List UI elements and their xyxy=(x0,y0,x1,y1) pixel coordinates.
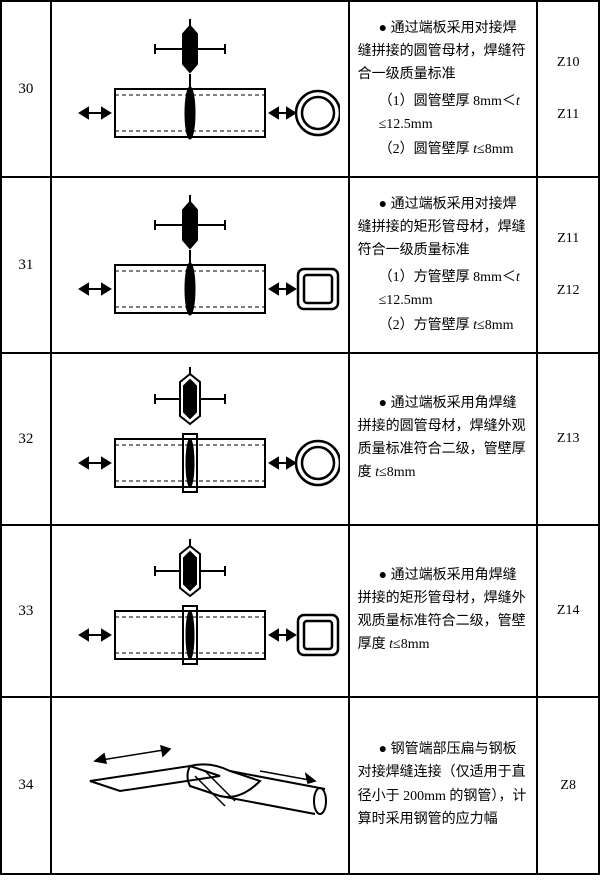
pipe-square-butt-diagram xyxy=(60,190,340,340)
code-1: Z8 xyxy=(560,778,576,794)
code-cell: Z14 xyxy=(538,526,598,696)
desc-sub2: （2）方管壁厚 t≤8mm xyxy=(379,314,529,337)
code-1: Z10 xyxy=(557,55,580,71)
pipe-flatten-diagram xyxy=(60,711,340,861)
code-1: Z13 xyxy=(557,431,580,447)
code-cell: Z8 xyxy=(538,698,598,873)
row-number: 33 xyxy=(2,526,52,696)
desc-tail: ≤8mm xyxy=(393,637,429,652)
pipe-circle-butt-diagram xyxy=(60,14,340,164)
sub2-tail: ≤8mm xyxy=(477,318,513,333)
desc-main: ● 通过端板采用对接焊缝拼接的矩形管母材，焊缝符合一级质量标准 xyxy=(358,193,529,262)
row-number: 31 xyxy=(2,178,52,352)
sub2-tail: ≤8mm xyxy=(477,142,513,157)
sub1-tail: ≤12.5mm xyxy=(379,293,433,308)
row-number: 30 xyxy=(2,2,52,176)
table-row: 34 xyxy=(2,698,598,873)
desc-main: ● 通过端板采用角焊缝拼接的矩形管母材，焊缝外观质量标准符合二级，管壁厚度 t≤… xyxy=(358,564,529,656)
row-number: 34 xyxy=(2,698,52,873)
description-cell: ● 通过端板采用角焊缝拼接的矩形管母材，焊缝外观质量标准符合二级，管壁厚度 t≤… xyxy=(350,526,539,696)
table-row: 33 xyxy=(2,526,598,698)
spec-table: 30 xyxy=(0,0,600,875)
sub1-var: t xyxy=(516,94,520,109)
figure-cell xyxy=(52,178,350,352)
desc-sub1: （1）方管壁厚 8mm＜t ≤12.5mm xyxy=(379,266,529,312)
description-cell: ● 钢管端部压扁与钢板对接焊缝连接（仅适用于直径小于 200mm 的钢管），计算… xyxy=(350,698,539,873)
sub2-label: （2）圆管壁厚 xyxy=(379,142,474,157)
code-2: Z12 xyxy=(557,283,580,299)
description-cell: ● 通过端板采用对接焊缝拼接的矩形管母材，焊缝符合一级质量标准 （1）方管壁厚 … xyxy=(350,178,539,352)
table-row: 31 xyxy=(2,178,598,354)
description-cell: ● 通过端板采用角焊缝拼接的圆管母材，焊缝外观质量标准符合二级，管壁厚度 t≤8… xyxy=(350,354,539,524)
code-1: Z14 xyxy=(557,603,580,619)
desc-main: ● 通过端板采用对接焊缝拼接的圆管母材，焊缝符合一级质量标准 xyxy=(358,17,529,86)
table-row: 32 xyxy=(2,354,598,526)
desc-text: ● 通过端板采用角焊缝拼接的矩形管母材，焊缝外观质量标准符合二级，管壁厚度 xyxy=(358,568,526,652)
code-cell: Z11 Z12 xyxy=(538,178,598,352)
figure-cell xyxy=(52,526,350,696)
sub1-label: （1）圆管壁厚 8mm＜ xyxy=(379,94,516,109)
code-2: Z11 xyxy=(557,107,579,123)
desc-main: ● 通过端板采用角焊缝拼接的圆管母材，焊缝外观质量标准符合二级，管壁厚度 t≤8… xyxy=(358,392,529,484)
row-number: 32 xyxy=(2,354,52,524)
pipe-square-fillet-diagram xyxy=(60,536,340,686)
sub1-var: t xyxy=(516,270,520,285)
sub1-label: （1）方管壁厚 8mm＜ xyxy=(379,270,516,285)
code-cell: Z10 Z11 xyxy=(538,2,598,176)
code-1: Z11 xyxy=(557,231,579,247)
description-cell: ● 通过端板采用对接焊缝拼接的圆管母材，焊缝符合一级质量标准 （1）圆管壁厚 8… xyxy=(350,2,539,176)
pipe-circle-fillet-diagram xyxy=(60,364,340,514)
code-cell: Z13 xyxy=(538,354,598,524)
sub2-label: （2）方管壁厚 xyxy=(379,318,474,333)
table-row: 30 xyxy=(2,2,598,178)
desc-sub2: （2）圆管壁厚 t≤8mm xyxy=(379,138,529,161)
desc-sub1: （1）圆管壁厚 8mm＜t ≤12.5mm xyxy=(379,90,529,136)
desc-tail: ≤8mm xyxy=(379,465,415,480)
figure-cell xyxy=(52,698,350,873)
desc-main: ● 钢管端部压扁与钢板对接焊缝连接（仅适用于直径小于 200mm 的钢管），计算… xyxy=(358,738,529,830)
figure-cell xyxy=(52,2,350,176)
figure-cell xyxy=(52,354,350,524)
sub1-tail: ≤12.5mm xyxy=(379,117,433,132)
